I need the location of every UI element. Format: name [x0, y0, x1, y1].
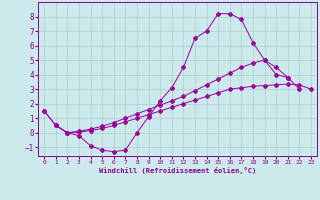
X-axis label: Windchill (Refroidissement éolien,°C): Windchill (Refroidissement éolien,°C) — [99, 167, 256, 174]
